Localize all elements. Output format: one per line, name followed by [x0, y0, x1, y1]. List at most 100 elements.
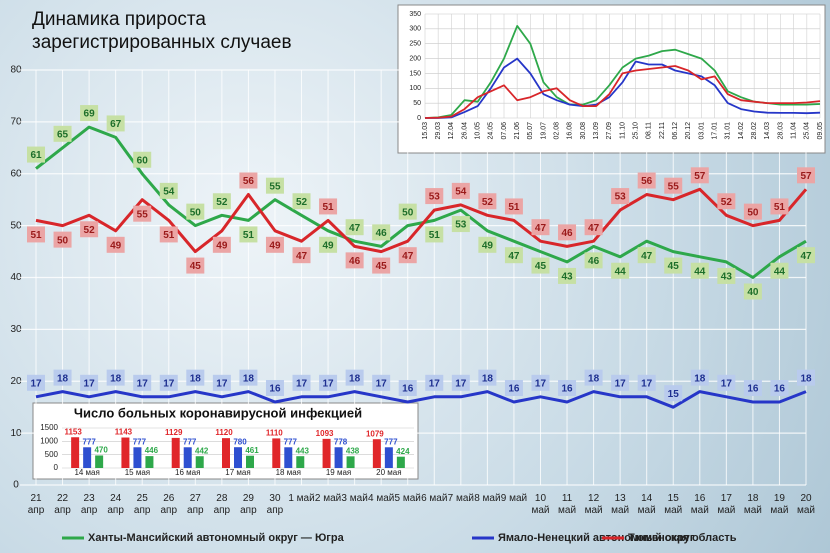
data-label: 446 — [145, 446, 159, 455]
x-tick-label: 31.01 — [725, 122, 732, 140]
x-tick-label: 30 апр — [266, 493, 284, 516]
x-tick-label: 28 апр — [213, 493, 231, 516]
data-label-box — [770, 198, 789, 215]
data-label: 52 — [721, 197, 733, 208]
data-label-box — [212, 374, 231, 391]
data-label-box — [53, 125, 72, 142]
data-label: 17 — [84, 378, 96, 389]
data-label-box — [372, 374, 391, 391]
data-label: 47 — [349, 223, 361, 234]
data-label: 424 — [396, 447, 410, 456]
y-tick-label: 50 — [10, 220, 22, 231]
x-tick-label: 18 май — [743, 493, 762, 516]
data-label-box — [292, 374, 311, 391]
x-tick-label: 18 мая — [276, 468, 301, 477]
data-label: 17 — [30, 378, 42, 389]
data-label: 44 — [774, 266, 786, 277]
data-label: 54 — [455, 187, 467, 198]
x-tick-label: 24 апр — [107, 493, 124, 516]
data-label: 18 — [800, 373, 812, 384]
x-tick-label: 2 май — [314, 493, 342, 504]
x-tick-label: 23 апр — [80, 493, 98, 516]
data-label-box — [212, 236, 231, 253]
data-label: 52 — [84, 225, 96, 236]
data-label: 49 — [323, 240, 335, 251]
data-label: 45 — [376, 261, 388, 272]
y-tick-label: 10 — [10, 428, 22, 439]
data-label-box — [398, 247, 417, 264]
bar — [183, 447, 192, 468]
bar — [246, 455, 254, 468]
x-tick-label: 14 май — [637, 493, 656, 516]
x-tick-label: 6 май — [421, 493, 448, 504]
data-label-box — [797, 369, 815, 386]
data-label: 55 — [137, 209, 149, 220]
data-label: 51 — [508, 202, 520, 213]
x-tick-label: 16.08 — [567, 122, 574, 140]
data-label-box — [265, 380, 284, 396]
x-tick-label: 09.05 — [817, 122, 824, 140]
x-tick-label: 10 май — [531, 493, 550, 516]
data-label-box — [80, 221, 99, 238]
x-tick-label: 17 мая — [225, 468, 250, 477]
bar — [83, 447, 92, 468]
data-label-box — [451, 182, 470, 199]
data-label-box — [345, 219, 364, 236]
data-label-box — [743, 203, 762, 220]
series-line — [35, 187, 808, 254]
data-label-box — [372, 224, 391, 241]
bar — [372, 439, 381, 468]
y-tick-label: 80 — [10, 65, 22, 76]
x-tick-label: 22 апр — [54, 493, 71, 516]
data-label-box — [106, 115, 125, 132]
x-tick-label: 05.07 — [527, 122, 534, 140]
data-label-box — [319, 236, 338, 253]
x-tick-label: 7 май — [447, 493, 474, 504]
data-label: 46 — [561, 228, 573, 239]
data-label-box — [478, 193, 497, 210]
data-label: 17 — [535, 378, 547, 389]
x-tick-label: 28.02 — [751, 122, 758, 140]
data-label-box — [690, 262, 709, 279]
data-label-box — [664, 385, 683, 402]
data-label: 461 — [245, 446, 259, 455]
data-label-box — [186, 203, 205, 220]
series-line — [35, 390, 807, 409]
x-tick-label: 27.09 — [606, 122, 613, 140]
data-label: 55 — [269, 181, 281, 192]
data-label: 17 — [296, 378, 308, 389]
data-label: 57 — [800, 171, 812, 182]
x-tick-label: 22.11 — [659, 122, 666, 139]
bar — [145, 456, 154, 468]
legend-label: Ямало-Ненецкий автономный округ — [498, 532, 695, 544]
data-label: 18 — [694, 373, 706, 384]
data-label-box — [159, 374, 178, 391]
data-label: 49 — [110, 240, 122, 251]
x-tick-label: 11.04 — [791, 122, 798, 139]
x-tick-label: 13 май — [611, 493, 630, 516]
y-tick-label: 30 — [10, 324, 22, 335]
data-label: 49 — [482, 240, 494, 251]
data-label: 16 — [774, 384, 786, 395]
data-label-box — [664, 257, 683, 274]
data-label: 52 — [482, 197, 494, 208]
x-tick-label: 1 май — [288, 493, 315, 504]
data-label-box — [27, 226, 45, 243]
data-label: 18 — [190, 373, 202, 384]
data-label-box — [239, 226, 258, 243]
data-label-box — [292, 193, 311, 210]
x-tick-label: 9 май — [500, 493, 528, 504]
data-label: 47 — [588, 223, 600, 234]
data-label: 17 — [615, 378, 627, 389]
x-tick-label: 3 май — [341, 493, 368, 504]
data-label: 55 — [668, 181, 680, 192]
data-label: 17 — [455, 378, 467, 389]
data-label-box — [133, 151, 152, 168]
data-label-box — [770, 262, 789, 279]
series-line — [35, 125, 807, 279]
data-label-box — [690, 369, 709, 386]
data-label-box — [398, 203, 417, 220]
data-label: 778 — [334, 437, 348, 446]
bar — [334, 447, 343, 468]
